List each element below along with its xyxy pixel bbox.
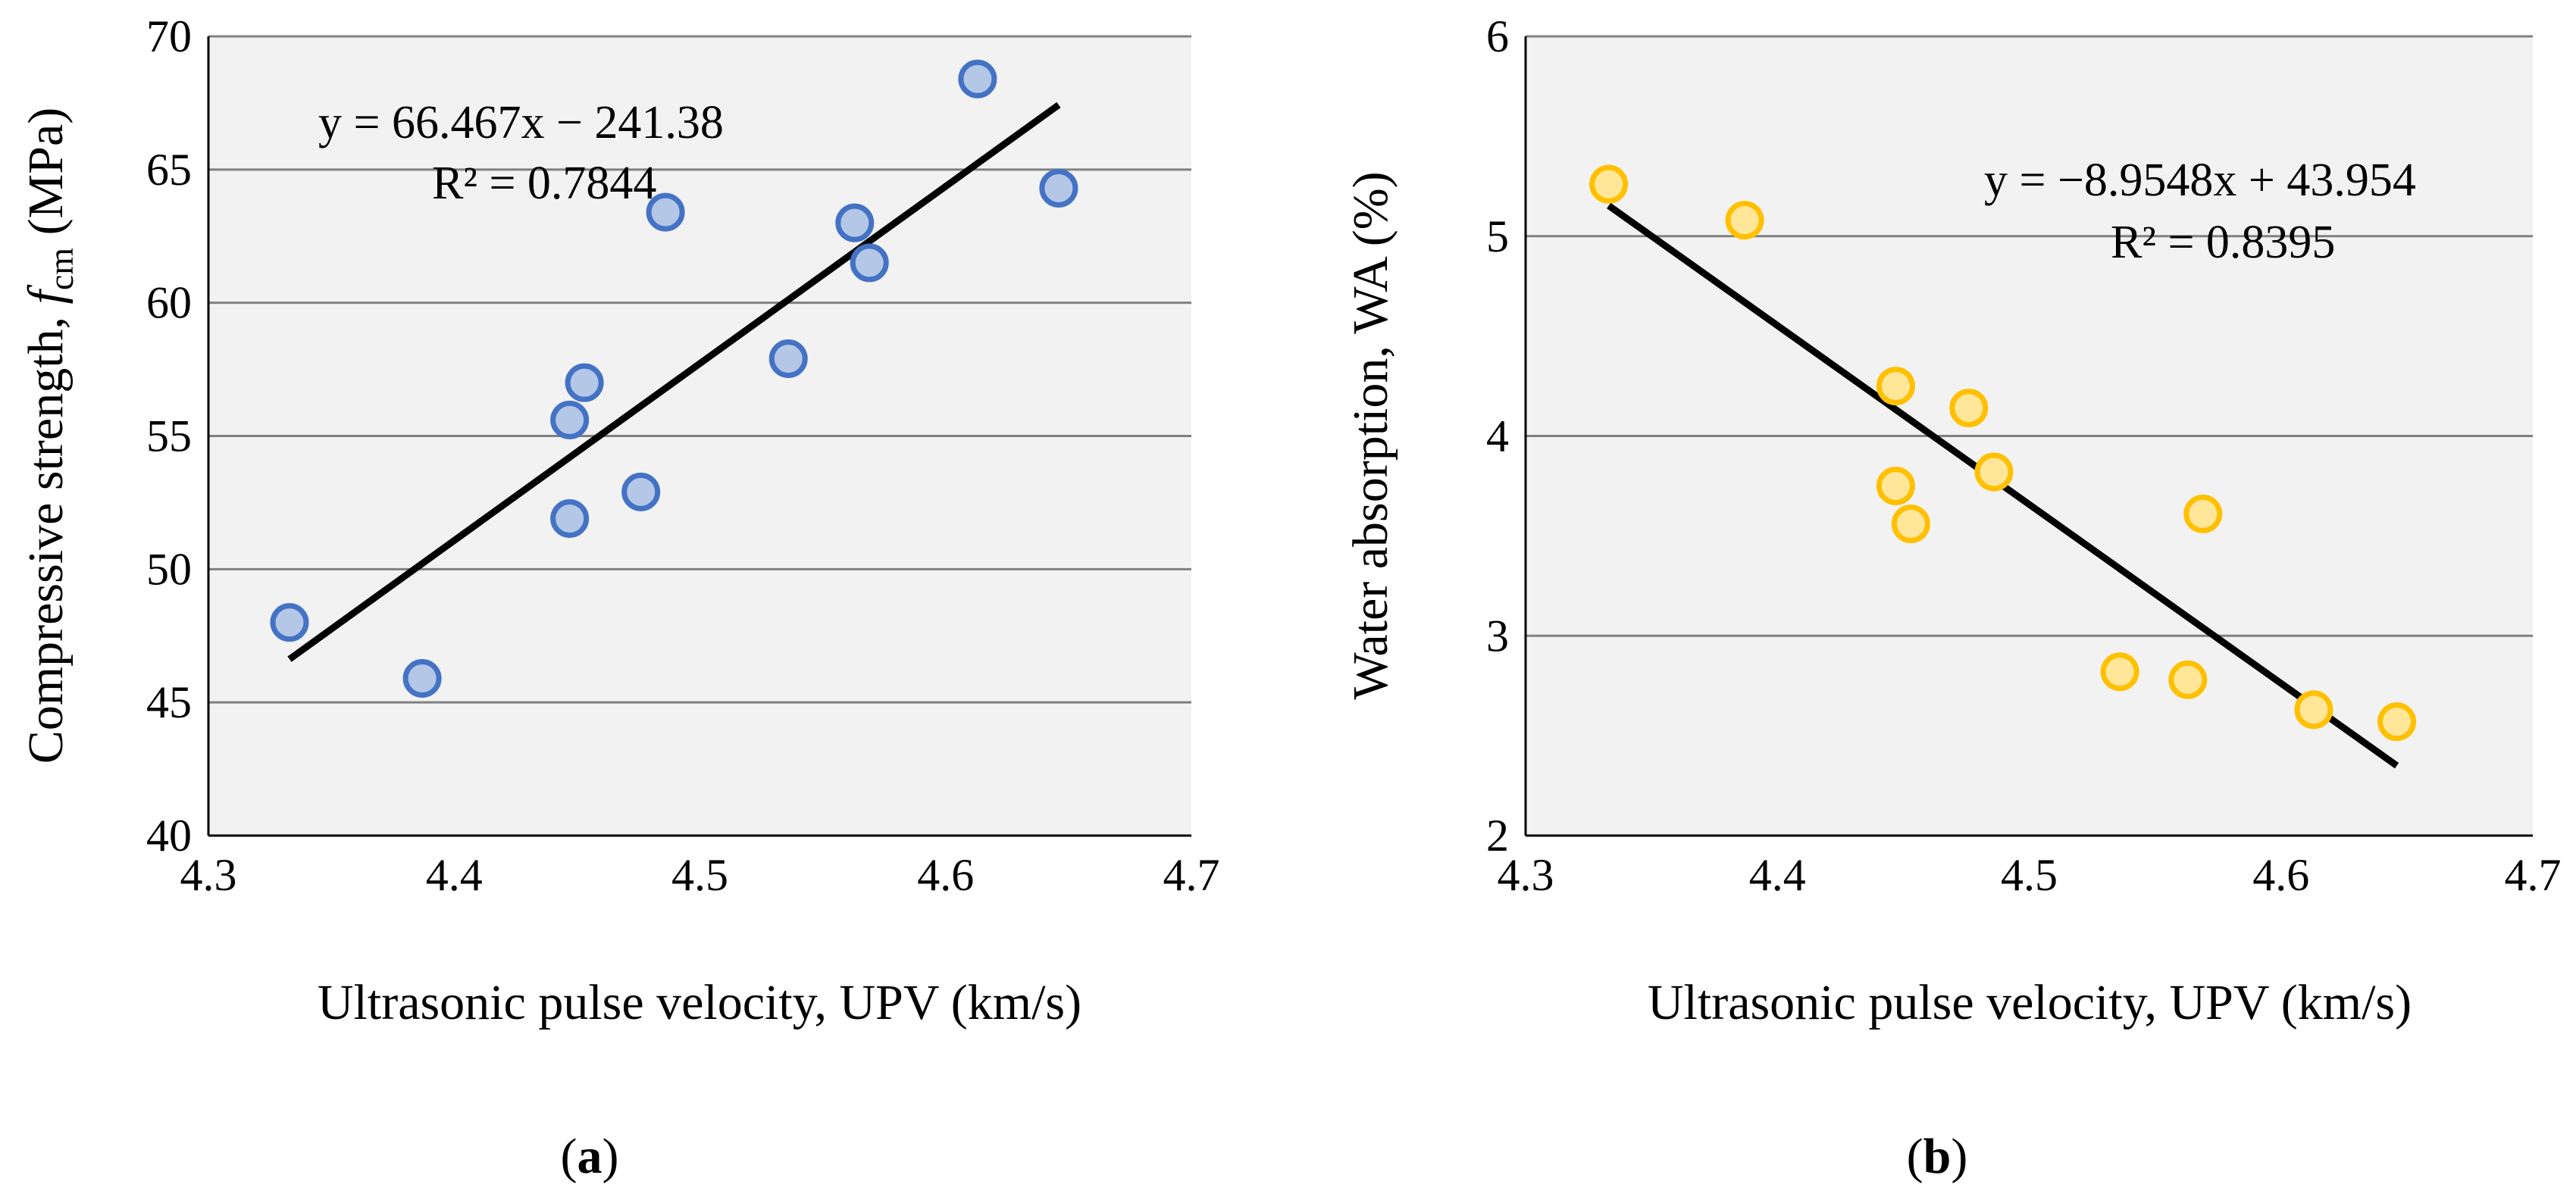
b-trendline-equation: y = −8.9548x + 43.954	[1984, 155, 2416, 206]
b-x-tick-label: 4.3	[1498, 850, 1554, 900]
a-x-tick-labels: 4.3 4.4 4.5 4.6 4.7	[180, 850, 1220, 900]
b-data-point	[1974, 452, 2014, 492]
b-x-tick-labels: 4.3 4.4 4.5 4.6 4.7	[1498, 850, 2562, 900]
a-y-tick-label: 40	[146, 811, 192, 861]
b-data-point	[1949, 389, 1989, 428]
a-y-tick-label: 65	[146, 145, 192, 195]
b-data-point	[2294, 690, 2333, 730]
a-data-point	[550, 400, 590, 439]
a-x-tick-label: 4.7	[1163, 850, 1220, 900]
a-data-point	[835, 203, 875, 242]
a-y-tick-label: 60	[146, 278, 192, 328]
b-panel-letter: b	[1923, 1129, 1952, 1184]
a-y-axis-title-prefix: Compressive strength,	[18, 304, 74, 764]
a-data-point	[402, 659, 442, 698]
a-data-points	[270, 59, 1078, 698]
b-data-point	[2377, 702, 2417, 742]
a-data-point	[1039, 168, 1078, 208]
a-data-point	[270, 603, 309, 642]
panel-b: 2 3 4 5 6 4.3 4.4 4.5 4.6 4.7 y = −8.9548x + 43.…	[1343, 11, 2562, 1184]
a-x-tick-label: 4.6	[917, 850, 974, 900]
b-x-tick-label: 4.6	[2252, 850, 2309, 900]
b-y-tick-labels: 2 3 4 5 6	[1486, 11, 1509, 861]
b-y-tick-label: 6	[1486, 11, 1509, 61]
b-x-tick-label: 4.7	[2505, 850, 2562, 900]
a-data-point	[550, 499, 590, 539]
b-data-point	[2100, 652, 2139, 692]
a-x-tick-label: 4.3	[180, 850, 237, 900]
b-data-point	[1876, 466, 1915, 505]
b-y-axis-title: Water absorption, WA (%)	[1343, 171, 1398, 699]
a-y-tick-label: 55	[146, 411, 192, 461]
b-data-point	[1876, 367, 1915, 406]
b-panel-label: (b)	[1907, 1129, 1968, 1184]
a-data-point	[565, 363, 604, 402]
a-x-tick-label: 4.4	[426, 850, 483, 900]
b-data-point	[2168, 660, 2208, 699]
a-y-axis-title-suffix: (MPa)	[18, 108, 74, 248]
a-data-point	[646, 192, 685, 232]
b-data-points	[1589, 164, 2417, 742]
a-panel-letter: a	[577, 1129, 603, 1184]
a-y-tick-labels: 40 45 50 55 60 65 70	[146, 11, 192, 861]
panel-a: 40 45 50 55 60 65 70 4.3 4.4 4.5 4.6 4.7 y = 66.46…	[18, 11, 1220, 1184]
b-data-point	[1891, 505, 1930, 544]
a-data-point	[958, 59, 997, 98]
b-y-tick-label: 2	[1486, 811, 1509, 861]
b-trendline-r2: R² = 0.8395	[2111, 217, 2335, 268]
b-data-point	[1589, 164, 1629, 204]
b-y-tick-label: 5	[1486, 211, 1509, 261]
a-x-axis-title: Ultrasonic pulse velocity, UPV (km/s)	[318, 975, 1081, 1030]
b-y-tick-label: 4	[1486, 411, 1509, 461]
a-x-tick-label: 4.5	[671, 850, 728, 900]
a-data-point	[850, 243, 889, 283]
b-x-tick-label: 4.4	[1749, 850, 1806, 900]
b-x-tick-label: 4.5	[2001, 850, 2058, 900]
b-y-tick-label: 3	[1486, 611, 1509, 661]
b-data-point	[2183, 494, 2223, 533]
a-y-axis-title: Compressive strength, fcm (MPa)	[18, 108, 80, 764]
b-gridlines	[1526, 35, 2533, 637]
a-y-axis-title-subscript: cm	[42, 248, 80, 290]
a-y-tick-label: 50	[146, 544, 192, 594]
b-data-point	[1725, 201, 1764, 240]
a-y-tick-label: 70	[146, 11, 192, 61]
a-trendline	[287, 102, 1061, 662]
a-data-point	[621, 472, 661, 511]
a-data-point	[768, 339, 808, 379]
a-panel-label: (a)	[561, 1129, 619, 1184]
a-gridlines	[208, 35, 1191, 704]
b-x-axis-title: Ultrasonic pulse velocity, UPV (km/s)	[1648, 975, 2412, 1030]
a-trendline-r2: R² = 0.7844	[432, 158, 656, 209]
a-y-tick-label: 45	[146, 677, 192, 727]
a-trendline-equation: y = 66.467x − 241.38	[318, 97, 724, 148]
